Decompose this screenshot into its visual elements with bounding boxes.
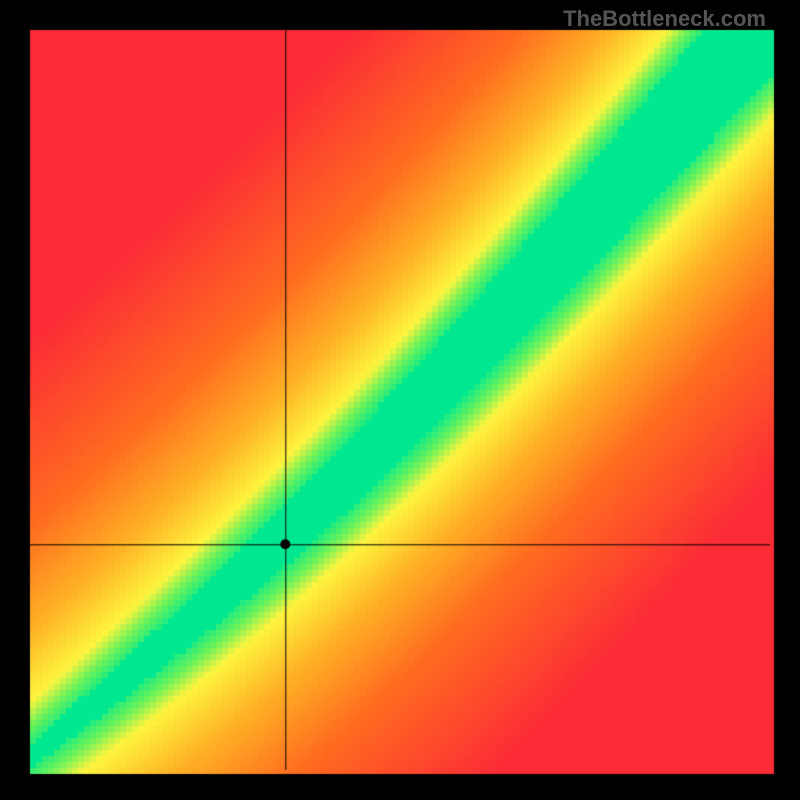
- chart-container: TheBottleneck.com: [0, 0, 800, 800]
- bottleneck-heatmap: [0, 0, 800, 800]
- watermark-text: TheBottleneck.com: [563, 6, 766, 32]
